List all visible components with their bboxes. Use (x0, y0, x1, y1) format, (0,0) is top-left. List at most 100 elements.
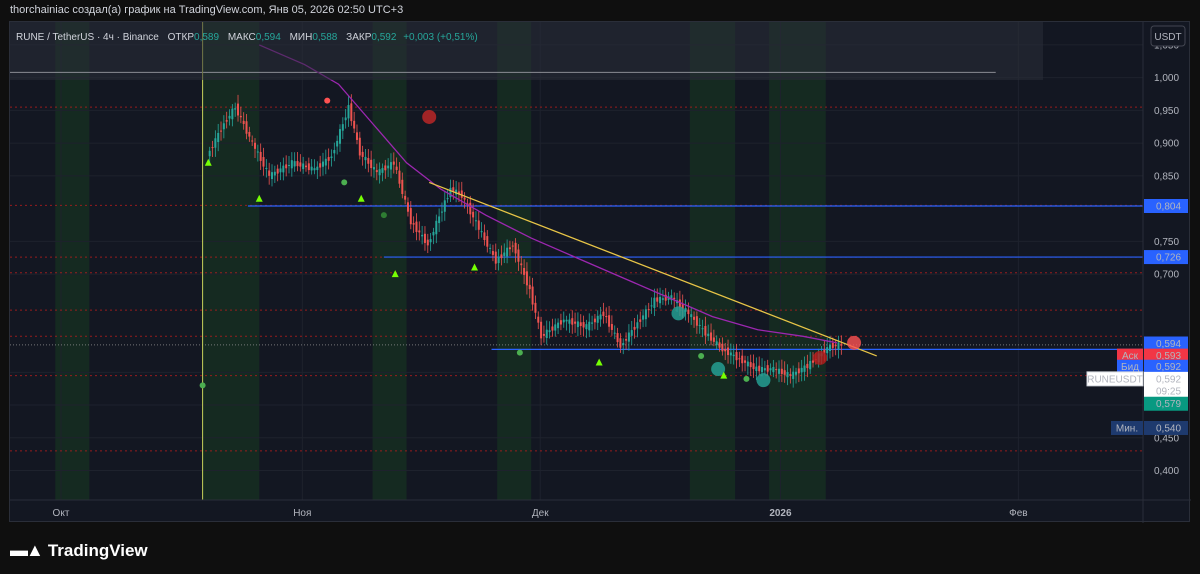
candle-body (423, 233, 426, 243)
candle-body (387, 165, 390, 169)
candle-body (823, 349, 826, 354)
candle-body (285, 164, 288, 169)
candle-body (528, 284, 531, 290)
candle-body (429, 239, 432, 243)
candle-body (508, 247, 511, 250)
candle-body (571, 318, 574, 325)
candle-body (364, 156, 367, 161)
candle-body (625, 339, 628, 341)
buy-signal-triangle (204, 158, 212, 166)
candle-body (636, 322, 639, 329)
candle-body (834, 344, 837, 347)
candle-body (304, 165, 307, 168)
candle-body (735, 352, 738, 361)
candle-body (455, 189, 458, 195)
candle-body (426, 239, 429, 246)
price-label-bg (1144, 348, 1188, 363)
green-band (769, 22, 826, 500)
price-series (208, 44, 877, 388)
candle-body (268, 170, 271, 176)
candle-body (588, 321, 591, 331)
signal-dot (199, 382, 206, 389)
candle-body (616, 333, 619, 343)
candle-body (831, 342, 834, 348)
candle-body (449, 187, 452, 198)
candle-body (358, 137, 361, 156)
candle-body (288, 165, 291, 167)
candle-body (613, 332, 616, 334)
candle-body (231, 108, 234, 120)
candle-body (517, 249, 520, 262)
candle-body (633, 326, 636, 330)
price-label-prefix: RUNEUSDT (1087, 374, 1143, 385)
legend-text: RUNE / TetherUS · 4ч · Binance ОТКР0,589… (16, 32, 478, 43)
candle-body (460, 190, 463, 198)
candle-body (497, 256, 500, 264)
candle-body (690, 314, 693, 318)
legend-background (10, 22, 1043, 80)
candle-body (361, 151, 364, 157)
candle-body (259, 151, 262, 161)
price-tick-label: 0,950 (1154, 106, 1179, 117)
time-tick-label: Окт (53, 508, 70, 519)
plot-area[interactable] (10, 22, 1143, 500)
price-label-prefix-bg (1117, 348, 1143, 363)
buy-signal-triangle (391, 270, 399, 278)
candle-body (744, 360, 747, 363)
chart-frame[interactable]: RUNE / TetherUS · 4ч · Binance ОТКР0,589… (9, 21, 1191, 523)
candle-body (551, 326, 554, 331)
candle-body (520, 263, 523, 266)
price-label-prefix: Аск (1122, 351, 1139, 362)
candle-body (457, 191, 460, 195)
level-price-label: 0,804 (1156, 201, 1181, 212)
candle-body (721, 343, 724, 352)
candle-body (585, 324, 588, 330)
candle-body (582, 322, 585, 328)
candle-body (472, 211, 475, 218)
candle-body (755, 366, 758, 372)
candle-body (579, 322, 582, 326)
candle-body (565, 319, 568, 322)
candle-body (370, 159, 373, 169)
price-chart[interactable]: RUNE / TetherUS · 4ч · Binance ОТКР0,589… (10, 22, 1191, 523)
signal-dot (324, 97, 331, 104)
candle-body (829, 344, 832, 351)
signal-circle (671, 306, 686, 321)
candle-body (650, 305, 653, 307)
buy-signal-triangle (255, 194, 263, 202)
price-label-value: 0,592 (1156, 362, 1181, 373)
buy-signal-triangle (471, 263, 479, 271)
price-label-prefix: Бид (1121, 362, 1139, 373)
price-tick-label: 0,900 (1154, 139, 1179, 150)
green-band (497, 22, 532, 500)
legend-symbol: RUNE / TetherUS · 4ч · Binance (16, 32, 159, 43)
green-band (55, 22, 90, 500)
candle-body (661, 298, 664, 300)
candle-body (355, 132, 358, 140)
candle-body (276, 168, 279, 174)
candle-body (593, 318, 596, 323)
candle-body (806, 363, 809, 369)
candle-body (319, 163, 322, 168)
candle-body (687, 309, 690, 315)
candle-body (715, 341, 718, 346)
candle-body (506, 247, 509, 257)
candle-body (534, 302, 537, 313)
moving-average-line (259, 44, 838, 344)
candle-body (389, 162, 392, 170)
currency-button[interactable]: USDT (1150, 25, 1186, 47)
candle-body (837, 342, 840, 350)
candle-body (242, 120, 245, 124)
candle-body (537, 316, 540, 323)
candle-body (381, 168, 384, 173)
candle-body (732, 354, 735, 357)
candle-body (786, 371, 789, 378)
candle-body (812, 360, 815, 363)
candle-body (707, 333, 710, 337)
signal-circle (711, 362, 726, 377)
candle-body (826, 347, 829, 354)
candle-body (254, 142, 257, 149)
candle-body (279, 168, 282, 173)
candle-body (741, 355, 744, 364)
candle-body (324, 158, 327, 166)
